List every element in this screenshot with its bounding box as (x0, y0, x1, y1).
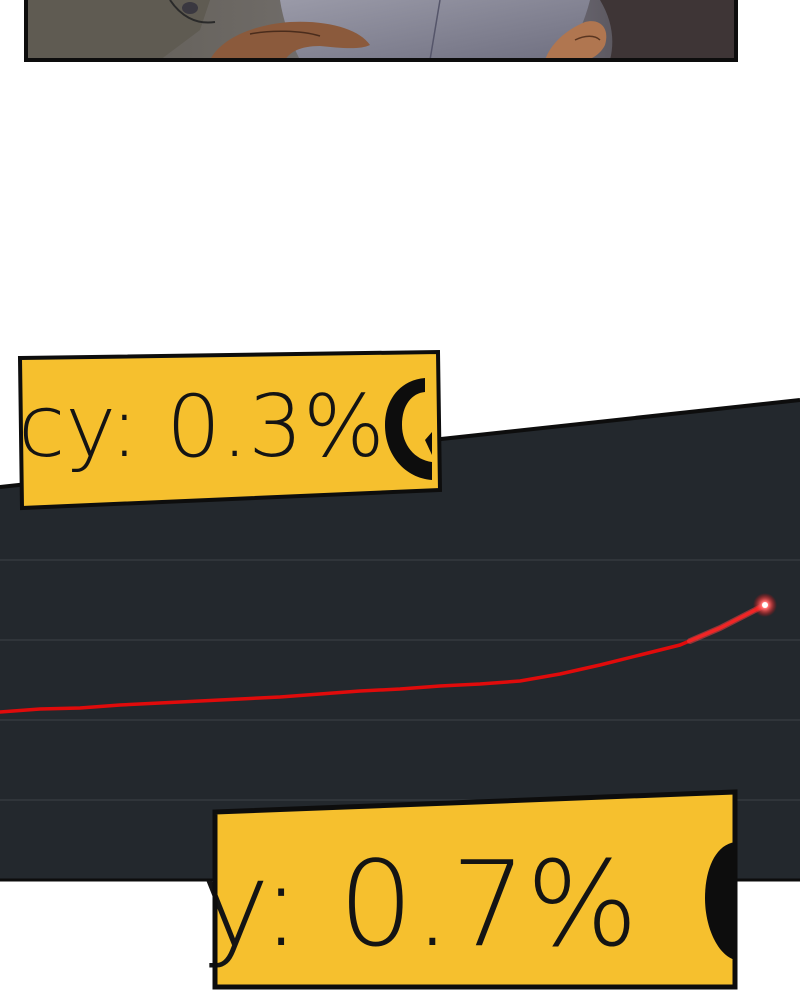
lower-label-panel: y: 0.7% (200, 789, 738, 990)
upper-label-panel: cy: 0.3% (17, 349, 443, 511)
spinner-ring-icon-lower (705, 842, 735, 960)
top-illustration-panel (24, 0, 738, 62)
lower-label-text: y: 0.7% (200, 835, 638, 973)
graph-endpoint-dot (762, 602, 768, 608)
upper-label-text: cy: 0.3% (18, 377, 385, 477)
spinner-ring-icon (385, 378, 432, 480)
rising-graph-line (0, 593, 777, 714)
